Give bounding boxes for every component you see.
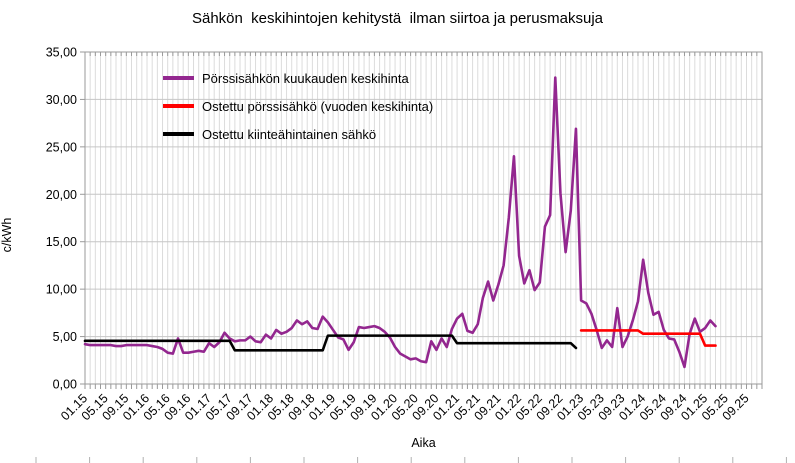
legend-item: Ostettu kiinteähintainen sähkö (163, 120, 433, 148)
y-tick-label: 15,00 (46, 235, 77, 249)
y-tick-label: 30,00 (46, 93, 77, 107)
legend-item: Ostettu pörssisähkö (vuoden keskihinta) (163, 92, 433, 120)
series-purchased-spot-line (579, 329, 717, 347)
y-tick-label: 10,00 (46, 283, 77, 297)
series-fixed-price-line (83, 334, 578, 352)
legend-item: Pörssisähkön kuukauden keskihinta (163, 64, 433, 92)
legend-swatch (163, 104, 194, 108)
series-spot-monthly-line (83, 76, 717, 369)
legend: Pörssisähkön kuukauden keskihinta Ostettu… (163, 64, 433, 148)
legend-label: Ostettu kiinteähintainen sähkö (202, 126, 377, 142)
y-tick-label: 5,00 (53, 330, 77, 344)
legend-label: Pörssisähkön kuukauden keskihinta (202, 70, 409, 86)
legend-swatch (163, 132, 194, 136)
chart-title: Sähkön keskihintojen kehitystä ilman sii… (191, 10, 604, 27)
legend-label: Ostettu pörssisähkö (vuoden keskihinta) (202, 98, 434, 114)
y-tick-label: 25,00 (46, 140, 77, 154)
plot-frame (84, 51, 763, 385)
y-tick-label: 20,00 (46, 188, 77, 202)
y-tick-label: 0,00 (53, 378, 77, 392)
y-tick-label: 35,00 (46, 46, 77, 60)
legend-swatch (163, 76, 194, 80)
y-axis-title: c/kWh (0, 217, 14, 253)
x-axis-title: Aika (411, 436, 436, 450)
